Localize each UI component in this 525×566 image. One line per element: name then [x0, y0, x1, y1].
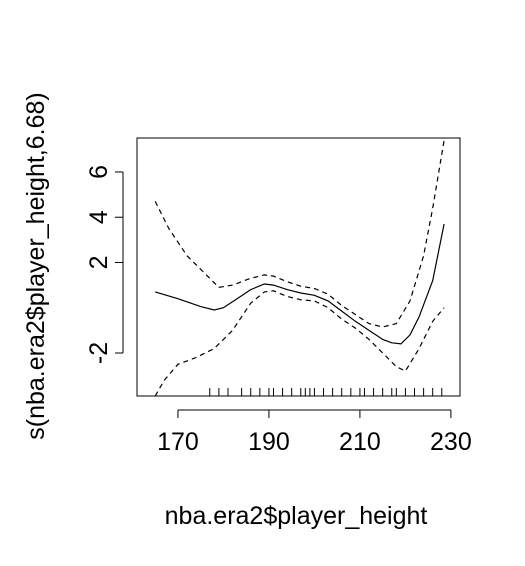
x-tick-label: 190 [248, 428, 290, 456]
y-tick-label: -2 [85, 342, 113, 364]
fit-line [155, 223, 445, 345]
y-tick-label: 6 [85, 165, 113, 179]
x-tick-label: 230 [430, 428, 472, 456]
series-lines [154, 140, 445, 397]
rug-marks [209, 388, 443, 396]
y-axis: -2 2 4 6 [85, 165, 124, 364]
x-axis: 170 190 210 230 [157, 409, 472, 456]
x-tick-label: 210 [339, 428, 381, 456]
lower-band-line [154, 290, 445, 397]
upper-band-line [154, 140, 445, 328]
x-tick-label: 170 [157, 428, 199, 456]
y-axis-title: s(nba.era2$player_height,6.68) [22, 92, 50, 439]
x-axis-title: nba.era2$player_height [165, 502, 428, 530]
y-tick-label: 2 [85, 256, 113, 270]
y-tick-label: 4 [85, 210, 113, 224]
plot-box [136, 137, 461, 397]
